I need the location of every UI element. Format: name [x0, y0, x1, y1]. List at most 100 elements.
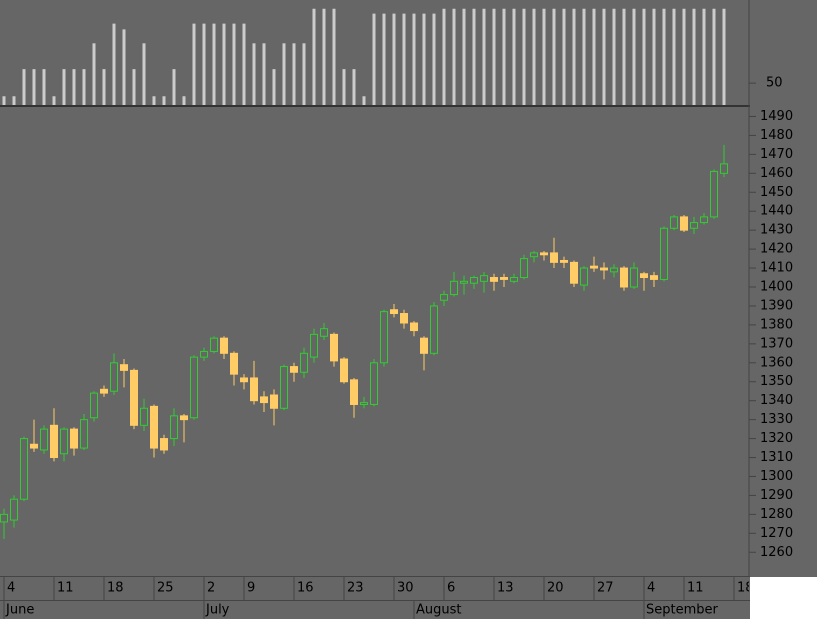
candle-body	[260, 396, 268, 404]
plot: 4 11 18 25 2 9 16 23 30 6 13 20 27 4 11 18 June July Augus…	[0, 8, 754, 619]
candle-body	[500, 277, 508, 280]
candle-body	[60, 428, 68, 455]
y-tick-label: 1410	[760, 261, 793, 276]
y-tick-label: 1460	[760, 166, 793, 181]
x-tick-label: 13	[497, 581, 514, 596]
candle-body	[580, 267, 588, 286]
candle-body	[80, 419, 88, 449]
y-tick-label: 1300	[760, 469, 793, 484]
candle-body	[10, 498, 18, 521]
month-label: July	[205, 603, 230, 618]
candle-body	[250, 377, 258, 402]
candle-body	[30, 443, 38, 449]
y-tick-label: 1260	[760, 545, 793, 560]
x-tick-label: 4	[7, 581, 15, 596]
candle-body	[530, 252, 538, 258]
candle-body	[350, 379, 358, 405]
candle-body	[220, 337, 228, 354]
candle-body	[490, 277, 498, 282]
x-tick-label: 9	[247, 581, 255, 596]
candle-body	[400, 313, 408, 324]
candle-body	[140, 407, 148, 426]
candle-body	[390, 309, 398, 315]
y-tick-label: 1380	[760, 317, 793, 332]
candle-body	[200, 350, 208, 358]
y-tick-label: 1490	[760, 109, 793, 124]
x-tick-label: 6	[447, 581, 455, 596]
candle-body	[90, 392, 98, 419]
x-tick-label: 23	[347, 581, 364, 596]
y-tick-label: 1370	[760, 336, 793, 351]
y-tick-label: 1340	[760, 393, 793, 408]
y-tick-label: 1440	[760, 204, 793, 219]
candle-body	[380, 311, 388, 364]
y-tick-label: 1270	[760, 526, 793, 541]
candle-body	[310, 333, 318, 358]
candle-body	[280, 366, 288, 409]
y-tick-label: 1470	[760, 147, 793, 162]
candle-body	[660, 227, 668, 280]
candle-body	[320, 328, 328, 337]
candle-body	[610, 267, 618, 273]
candle-body	[240, 377, 248, 383]
month-label: June	[5, 603, 34, 618]
x-tick-label: 20	[547, 581, 564, 596]
x-tick-label: 11	[687, 581, 704, 596]
candle-body	[50, 424, 58, 459]
candle-body	[0, 513, 8, 523]
candle-body	[550, 252, 558, 263]
candle-body	[620, 267, 628, 288]
candle-body	[160, 438, 168, 451]
candle-body	[100, 388, 108, 394]
candle-body	[520, 258, 528, 279]
y-tick-label: 1320	[760, 431, 793, 446]
y-tick-label: 1360	[760, 355, 793, 370]
candle-body	[670, 216, 678, 229]
candle-body	[230, 352, 238, 375]
y-tick-label: 1350	[760, 374, 793, 389]
month-label: September	[646, 603, 719, 618]
candle-body	[710, 170, 718, 218]
candle-body	[630, 267, 638, 288]
y-tick-label: 1430	[760, 223, 793, 238]
x-tick-label: 18	[107, 581, 124, 596]
y-tick-label: 1330	[760, 412, 793, 427]
volume-tick-label: 50	[766, 76, 783, 91]
candle-body	[110, 362, 118, 392]
corner	[750, 577, 817, 619]
candle-body	[480, 275, 488, 282]
candle-body	[440, 294, 448, 301]
candle-body	[360, 402, 368, 405]
candle-body	[330, 333, 338, 362]
candle-body	[540, 252, 548, 256]
candle-body	[270, 394, 278, 409]
candle-body	[190, 356, 198, 419]
x-tick-label: 16	[297, 581, 314, 596]
x-tick-label: 4	[647, 581, 655, 596]
candle-body	[300, 352, 308, 373]
candle-body	[420, 337, 428, 354]
x-tick-label: 30	[397, 581, 414, 596]
candle-body	[120, 364, 128, 371]
candle-body	[410, 322, 418, 332]
candle-body	[130, 369, 138, 426]
candle-body	[210, 337, 218, 352]
y-tick-label: 1400	[760, 280, 793, 295]
x-tick-label: 25	[157, 581, 174, 596]
candle-body	[180, 415, 188, 421]
candle-body	[150, 405, 158, 449]
x-tick-label: 18	[737, 581, 754, 596]
candle-body	[20, 438, 28, 500]
candle-body	[690, 222, 698, 229]
candle-body	[470, 277, 478, 284]
month-label: August	[416, 603, 462, 618]
candle-body	[290, 366, 298, 373]
candle-body	[170, 415, 178, 440]
x-tick-label: 11	[57, 581, 74, 596]
candle-body	[560, 259, 568, 263]
candle-body	[340, 358, 348, 383]
y-tick-label: 1390	[760, 298, 793, 313]
y-tick-label: 1480	[760, 128, 793, 143]
